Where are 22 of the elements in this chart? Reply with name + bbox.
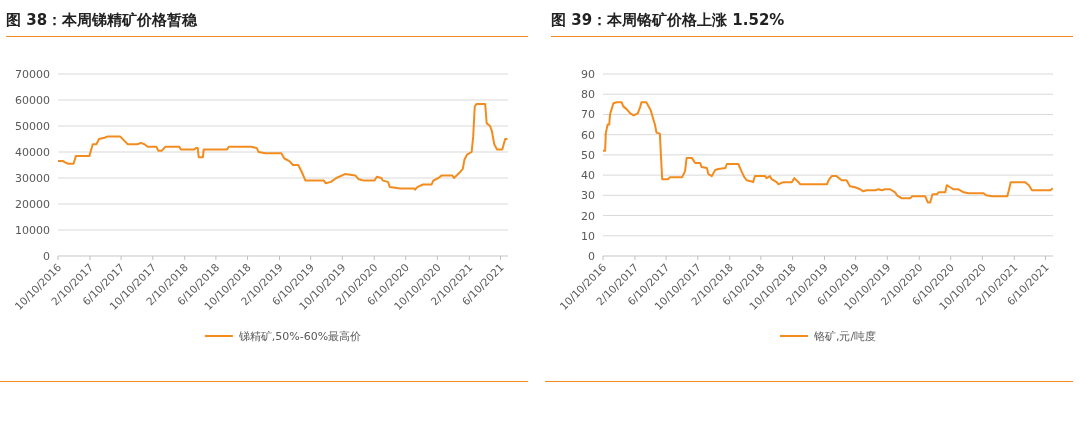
y-tick-label: 40: [581, 169, 595, 183]
y-tick-label: 50: [581, 148, 595, 162]
chart-title: 图 39：本周铬矿价格上涨 1.52%: [551, 8, 1073, 37]
legend-label: 铬矿,元/吨度: [812, 330, 877, 343]
y-tick-label: 0: [43, 250, 50, 263]
chart-title: 图 38：本周锑精矿价格暂稳: [6, 8, 528, 37]
y-tick-label: 60: [581, 128, 595, 142]
legend-label: 锑精矿,50%-60%最高价: [237, 330, 362, 343]
y-tick-label: 70: [581, 108, 595, 122]
y-tick-label: 10000: [15, 224, 50, 237]
y-tick-label: 10: [581, 229, 595, 243]
y-tick-label: 50000: [15, 120, 50, 133]
y-tick-label: 60000: [15, 94, 50, 107]
y-tick-label: 70000: [15, 68, 50, 81]
y-tick-label: 40000: [15, 146, 50, 159]
y-tick-label: 30000: [15, 172, 50, 185]
y-tick-label: 80: [581, 88, 595, 102]
y-tick-label: 20000: [15, 198, 50, 211]
y-tick-label: 20: [581, 209, 595, 223]
y-tick-label: 0: [588, 250, 595, 263]
y-tick-label: 30: [581, 189, 595, 203]
y-tick-label: 90: [581, 68, 595, 81]
